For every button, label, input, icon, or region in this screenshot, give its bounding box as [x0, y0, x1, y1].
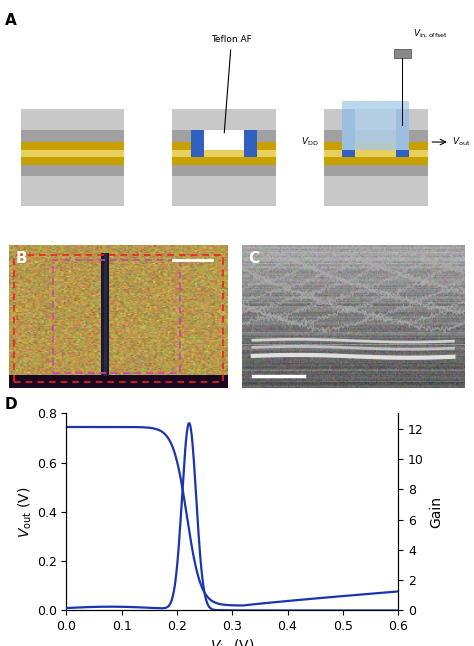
Bar: [20, 176, 124, 206]
Bar: [20, 130, 124, 142]
Bar: [53, 260, 180, 373]
Text: C: C: [248, 251, 260, 266]
Bar: [20, 149, 124, 157]
Bar: [172, 149, 276, 157]
Bar: [342, 109, 356, 157]
Bar: [324, 109, 428, 130]
Text: D: D: [5, 397, 18, 412]
Y-axis label: $V_{\mathrm{out}}$ (V): $V_{\mathrm{out}}$ (V): [17, 486, 34, 537]
Bar: [245, 130, 257, 157]
Bar: [101, 253, 109, 376]
Bar: [324, 165, 428, 176]
Bar: [9, 375, 228, 388]
Bar: [191, 149, 257, 157]
Bar: [20, 157, 124, 165]
Text: $V_{\mathrm{DD}}$: $V_{\mathrm{DD}}$: [301, 136, 319, 149]
Y-axis label: Gain: Gain: [429, 496, 443, 528]
Bar: [172, 157, 276, 165]
Bar: [204, 130, 245, 149]
Bar: [20, 142, 124, 149]
Text: A: A: [5, 13, 17, 28]
Bar: [172, 176, 276, 206]
Bar: [356, 101, 396, 109]
Bar: [14, 255, 223, 382]
Text: B: B: [16, 251, 27, 266]
Bar: [324, 142, 428, 149]
Bar: [104, 253, 107, 376]
Text: $V_{\mathrm{out}}$: $V_{\mathrm{out}}$: [452, 136, 470, 149]
Bar: [172, 109, 276, 130]
Bar: [342, 149, 409, 157]
Bar: [324, 157, 428, 165]
Bar: [324, 149, 428, 157]
Text: $V_{\mathrm{in,offset}}$: $V_{\mathrm{in,offset}}$: [413, 27, 448, 39]
Bar: [356, 149, 396, 157]
Bar: [20, 109, 124, 130]
Bar: [20, 165, 124, 176]
Bar: [172, 130, 276, 142]
Bar: [191, 130, 204, 157]
Bar: [394, 49, 411, 58]
Bar: [356, 157, 396, 165]
Bar: [324, 176, 428, 206]
Bar: [396, 109, 409, 157]
Bar: [172, 142, 276, 149]
X-axis label: $V_{\mathrm{in}}$ (V): $V_{\mathrm{in}}$ (V): [210, 638, 255, 646]
Bar: [324, 130, 428, 142]
Bar: [172, 165, 276, 176]
Bar: [342, 101, 409, 149]
Bar: [204, 149, 245, 157]
Text: Teflon AF: Teflon AF: [211, 36, 252, 133]
